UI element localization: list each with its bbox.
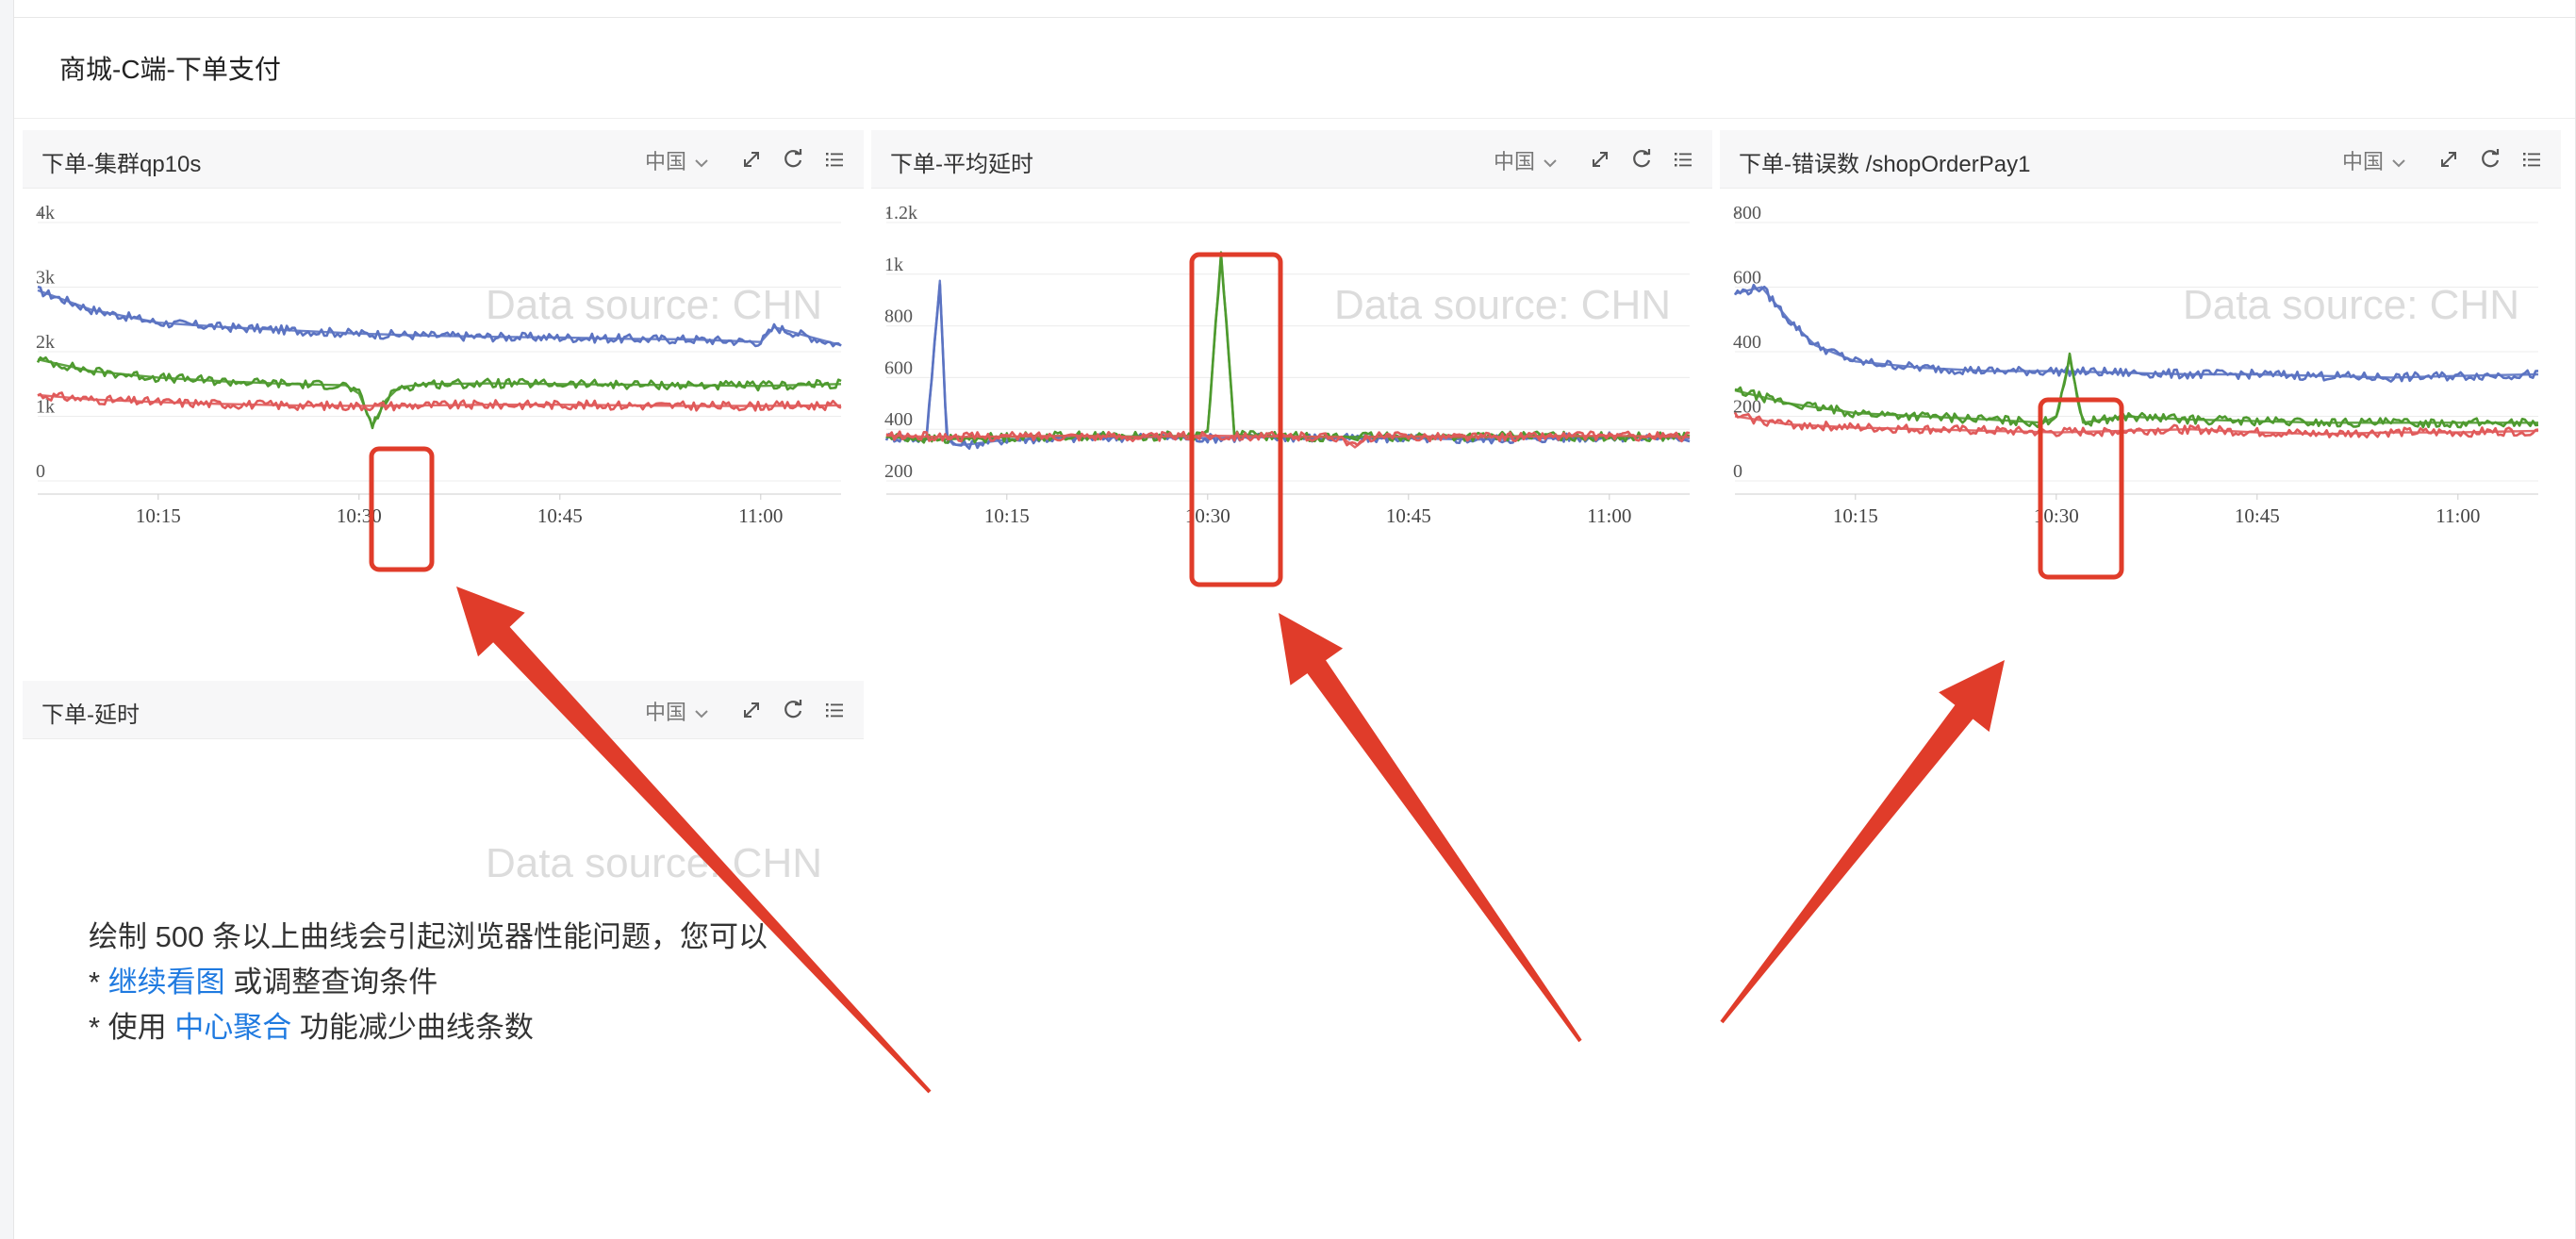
warning-line-1: 绘制 500 条以上曲线会引起浏览器性能问题，您可以 (89, 920, 768, 953)
series-line (1734, 352, 2539, 429)
y-tick-label: 3k (36, 268, 55, 289)
warning-line-3-prefix: * 使用 (89, 1011, 175, 1044)
region-select-value: 中国 (645, 701, 687, 724)
refresh-icon[interactable] (1629, 147, 1654, 172)
chart-watermark: Data source: CHN (1334, 282, 1671, 328)
series-key-line (885, 251, 1691, 441)
region-select[interactable]: 中国 (2342, 145, 2406, 175)
chart-error-count: Data source: CHN 0 200 400 600 800 10:15 10:30 1… (1733, 203, 2539, 527)
x-tick-label: 11:00 (738, 504, 783, 527)
chevron-down-icon (1543, 150, 1558, 174)
x-tick-label: 10:15 (984, 504, 1030, 527)
center-aggregation-link[interactable]: 中心聚合 (174, 1011, 292, 1044)
region-select-value: 中国 (1494, 150, 1536, 173)
y-tick-label: 1.2k (884, 203, 917, 223)
x-tick-label: 10:45 (1386, 504, 1431, 527)
y-tick-label: 800 (1733, 203, 1761, 223)
axis-dot (38, 211, 41, 215)
expand-icon[interactable] (739, 147, 764, 172)
warning-line-2: * 继续看图 或调整查询条件 (89, 960, 768, 1005)
series-key-line (885, 434, 1691, 449)
curve-limit-warning: 绘制 500 条以上曲线会引起浏览器性能问题，您可以 * 继续看图 或调整查询条… (89, 915, 768, 1050)
x-tick-label: 10:15 (136, 504, 181, 527)
panel-header: 下单-平均延时 中国 (871, 130, 1712, 189)
series-key-line (37, 289, 842, 347)
y-tick-label: 400 (884, 409, 913, 430)
list-icon[interactable] (822, 698, 847, 722)
y-tick-label: 2k (36, 332, 55, 353)
region-select[interactable]: 中国 (645, 696, 709, 726)
y-tick-label: 4k (36, 203, 55, 223)
panel-title: 下单-延时 (41, 702, 140, 728)
chevron-down-icon (2391, 150, 2406, 174)
x-tick-label: 10:30 (337, 504, 382, 527)
list-icon[interactable] (2519, 147, 2544, 172)
series-key-line (1734, 286, 2539, 379)
x-tick-label: 10:30 (1185, 504, 1230, 527)
series-key-line (37, 358, 842, 428)
list-icon[interactable] (822, 147, 847, 172)
title-divider (14, 118, 2575, 119)
panel-header: 下单-集群qp10s 中国 (23, 130, 864, 189)
axis-dot (886, 211, 890, 215)
y-tick-label: 200 (1733, 397, 1761, 418)
refresh-icon[interactable] (781, 698, 805, 722)
y-tick-label: 400 (1733, 332, 1761, 353)
top-divider (14, 17, 2575, 18)
series-key-line (1734, 356, 2538, 424)
list-icon[interactable] (1671, 147, 1695, 172)
warning-line-2-prefix: * (89, 966, 108, 999)
y-tick-label: 1k (36, 397, 55, 418)
y-tick-label: 0 (1733, 461, 1742, 482)
warning-line-3: * 使用 中心聚合 功能减少曲线条数 (89, 1005, 768, 1050)
chart-watermark: Data source: CHN (2183, 282, 2519, 328)
expand-icon[interactable] (2436, 147, 2461, 172)
region-select-value: 中国 (2342, 150, 2385, 173)
chart-cluster-qps: Data source: CHN 0 1k 2k 3k 4k 10:15 10:30 10:45… (36, 203, 842, 527)
warning-line-3-suffix: 功能减少曲线条数 (291, 1011, 534, 1044)
chart-watermark: Data source: CHN (486, 282, 822, 328)
panel-title: 下单-平均延时 (890, 152, 1033, 177)
x-tick-label: 11:00 (2436, 504, 2480, 527)
panel-title: 下单-集群qp10s (41, 152, 202, 177)
x-tick-label: 10:15 (1833, 504, 1878, 527)
refresh-icon[interactable] (781, 147, 805, 172)
x-tick-label: 10:30 (2034, 504, 2079, 527)
panel-header: 下单-延时 中国 (23, 681, 864, 739)
warning-line-2-suffix: 或调整查询条件 (224, 966, 438, 999)
panel-title: 下单-错误数 /shopOrderPay1 (1739, 152, 2031, 177)
chart-latency-empty: Data source: CHN (486, 840, 822, 886)
chevron-down-icon (694, 701, 709, 725)
expand-icon[interactable] (1588, 147, 1612, 172)
series-key-line (37, 393, 842, 407)
expand-icon[interactable] (739, 698, 764, 722)
dashboard-title: 商城-C端-下单支付 (59, 55, 281, 84)
y-tick-label: 1k (884, 255, 903, 275)
region-select[interactable]: 中国 (1494, 145, 1558, 175)
panel-header: 下单-错误数 /shopOrderPay1 中国 (1720, 130, 2561, 189)
region-select[interactable]: 中国 (645, 145, 709, 175)
x-tick-label: 10:45 (537, 504, 583, 527)
y-tick-label: 200 (884, 461, 913, 482)
refresh-icon[interactable] (2478, 147, 2502, 172)
axis-dot (1735, 211, 1739, 215)
y-tick-label: 0 (36, 461, 45, 482)
y-tick-label: 800 (884, 306, 913, 327)
chevron-down-icon (694, 150, 709, 174)
continue-viewing-link[interactable]: 继续看图 (107, 966, 225, 999)
series-line (36, 355, 842, 430)
y-tick-label: 600 (884, 357, 913, 378)
region-select-value: 中国 (645, 150, 687, 173)
chart-watermark: Data source: CHN (486, 840, 822, 886)
chart-avg-latency: Data source: CHN 200 400 600 800 1k 1.2k 10:15 1… (884, 203, 1691, 527)
x-tick-label: 11:00 (1587, 504, 1631, 527)
x-tick-label: 10:45 (2235, 504, 2280, 527)
y-tick-label: 600 (1733, 268, 1761, 289)
